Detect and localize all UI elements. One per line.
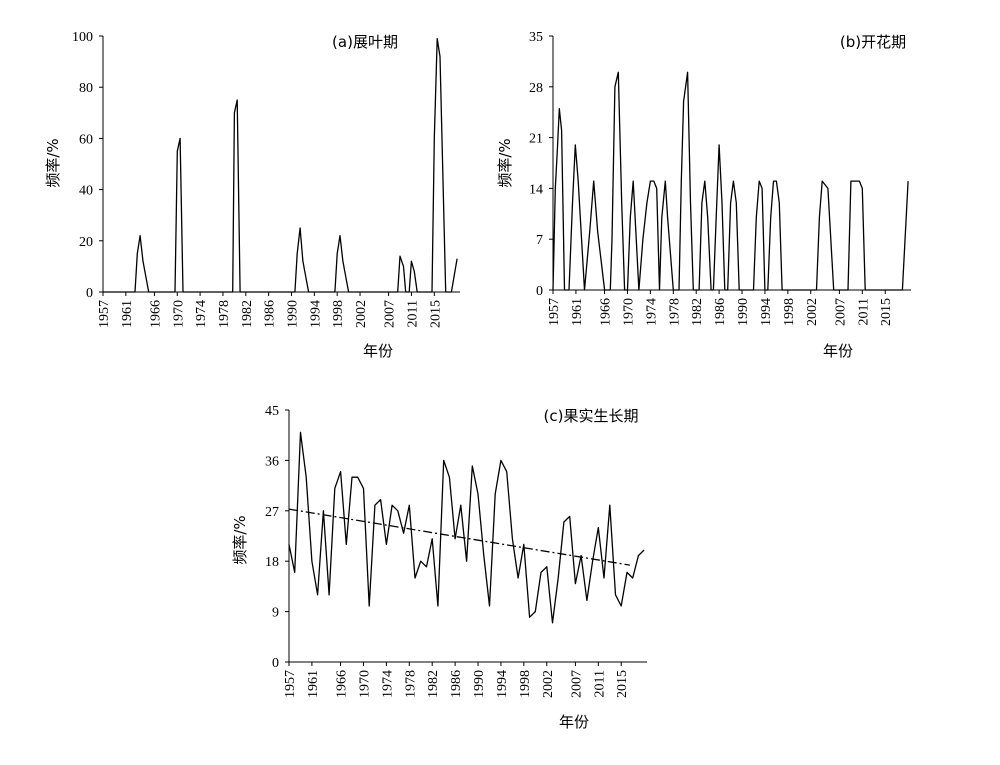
x-tick-label: 2015 xyxy=(428,300,443,328)
x-tick-label: 1966 xyxy=(599,298,614,326)
y-tick-label: 28 xyxy=(529,81,543,96)
panel-title: (b)开花期 xyxy=(840,33,906,51)
x-tick-label: 2015 xyxy=(615,670,630,698)
x-tick-label: 2007 xyxy=(833,298,848,326)
trend-line xyxy=(288,508,630,566)
x-axis-title: 年份 xyxy=(823,342,853,360)
x-tick-label: 2007 xyxy=(383,300,398,328)
series-line xyxy=(103,37,458,293)
y-tick-label: 100 xyxy=(72,30,93,45)
series-line xyxy=(288,431,645,624)
y-tick-label: 80 xyxy=(79,81,93,96)
y-tick-label: 18 xyxy=(265,555,279,570)
x-tick-label: 1994 xyxy=(495,670,510,698)
x-tick-label: 1990 xyxy=(285,300,300,328)
x-tick-label: 1994 xyxy=(759,298,774,326)
x-tick-label: 1986 xyxy=(713,298,728,326)
x-tick-label: 1978 xyxy=(667,298,682,326)
x-tick-label: 1974 xyxy=(194,300,209,328)
y-tick-label: 0 xyxy=(272,656,279,671)
x-tick-label: 2011 xyxy=(856,298,871,325)
x-tick-label: 1957 xyxy=(547,298,562,326)
x-tick-label: 1982 xyxy=(240,300,255,328)
x-tick-label: 1982 xyxy=(690,298,705,326)
x-axis-title: 年份 xyxy=(559,713,589,731)
x-tick-label: 1998 xyxy=(518,670,533,698)
y-tick-label: 45 xyxy=(265,404,279,419)
x-tick-label: 2011 xyxy=(405,300,420,327)
y-tick-label: 14 xyxy=(529,182,543,197)
y-tick-label: 27 xyxy=(265,505,279,520)
y-tick-label: 0 xyxy=(86,286,93,301)
x-tick-label: 2015 xyxy=(879,298,894,326)
x-tick-label: 1990 xyxy=(736,298,751,326)
series-line xyxy=(552,71,909,291)
x-tick-label: 1978 xyxy=(217,300,232,328)
x-tick-label: 1961 xyxy=(120,300,135,328)
x-tick-label: 2002 xyxy=(354,300,369,328)
x-tick-label: 2002 xyxy=(805,298,820,326)
x-tick-label: 1970 xyxy=(621,298,636,326)
x-tick-label: 1998 xyxy=(331,300,346,328)
x-tick-label: 1998 xyxy=(782,298,797,326)
y-tick-label: 35 xyxy=(529,30,543,45)
y-axis-title: 频率/% xyxy=(44,138,62,187)
panel-a-leaf-expansion: 0 20 40 60 80 100 1957 1961 1966 1970 1974 1978 1982… xyxy=(44,30,460,360)
x-tick-label: 1970 xyxy=(357,670,372,698)
panel-c-fruit-growth: 0 9 18 27 36 45 1957 1961 1966 1970 1974 1978 1982 19… xyxy=(231,404,647,731)
y-tick-label: 40 xyxy=(79,184,93,199)
x-tick-label: 1957 xyxy=(283,670,298,698)
x-tick-label: 1974 xyxy=(644,298,659,326)
panel-title: (c)果实生长期 xyxy=(544,407,639,425)
x-tick-label: 2011 xyxy=(592,670,607,697)
x-tick-label: 1957 xyxy=(97,300,112,328)
y-tick-label: 21 xyxy=(529,132,543,147)
x-tick-label: 1961 xyxy=(570,298,585,326)
panel-title: (a)展叶期 xyxy=(332,33,398,51)
x-tick-label: 1974 xyxy=(380,670,395,698)
x-tick-label: 1961 xyxy=(306,670,321,698)
y-tick-label: 60 xyxy=(79,132,93,147)
x-tick-label: 1978 xyxy=(403,670,418,698)
y-axis-title: 频率/% xyxy=(496,138,514,187)
x-tick-label: 1966 xyxy=(148,300,163,328)
y-tick-label: 36 xyxy=(265,454,279,469)
x-tick-label: 1970 xyxy=(171,300,186,328)
x-tick-label: 2007 xyxy=(569,670,584,698)
y-tick-label: 0 xyxy=(536,284,543,299)
panel-b-flowering: 0 7 14 21 28 35 1957 1961 1966 1970 1974 1978 1982 19… xyxy=(496,30,911,360)
x-tick-label: 1994 xyxy=(308,300,323,328)
x-axis-title: 年份 xyxy=(363,342,393,360)
x-tick-label: 1986 xyxy=(263,300,278,328)
y-tick-label: 9 xyxy=(272,606,279,621)
x-tick-label: 1986 xyxy=(449,670,464,698)
x-tick-label: 1990 xyxy=(472,670,487,698)
y-tick-label: 20 xyxy=(79,235,93,250)
y-axis-title: 频率/% xyxy=(231,515,249,564)
x-tick-label: 1966 xyxy=(335,670,350,698)
x-tick-label: 2002 xyxy=(541,670,556,698)
y-tick-label: 7 xyxy=(536,233,543,248)
x-tick-label: 1982 xyxy=(426,670,441,698)
